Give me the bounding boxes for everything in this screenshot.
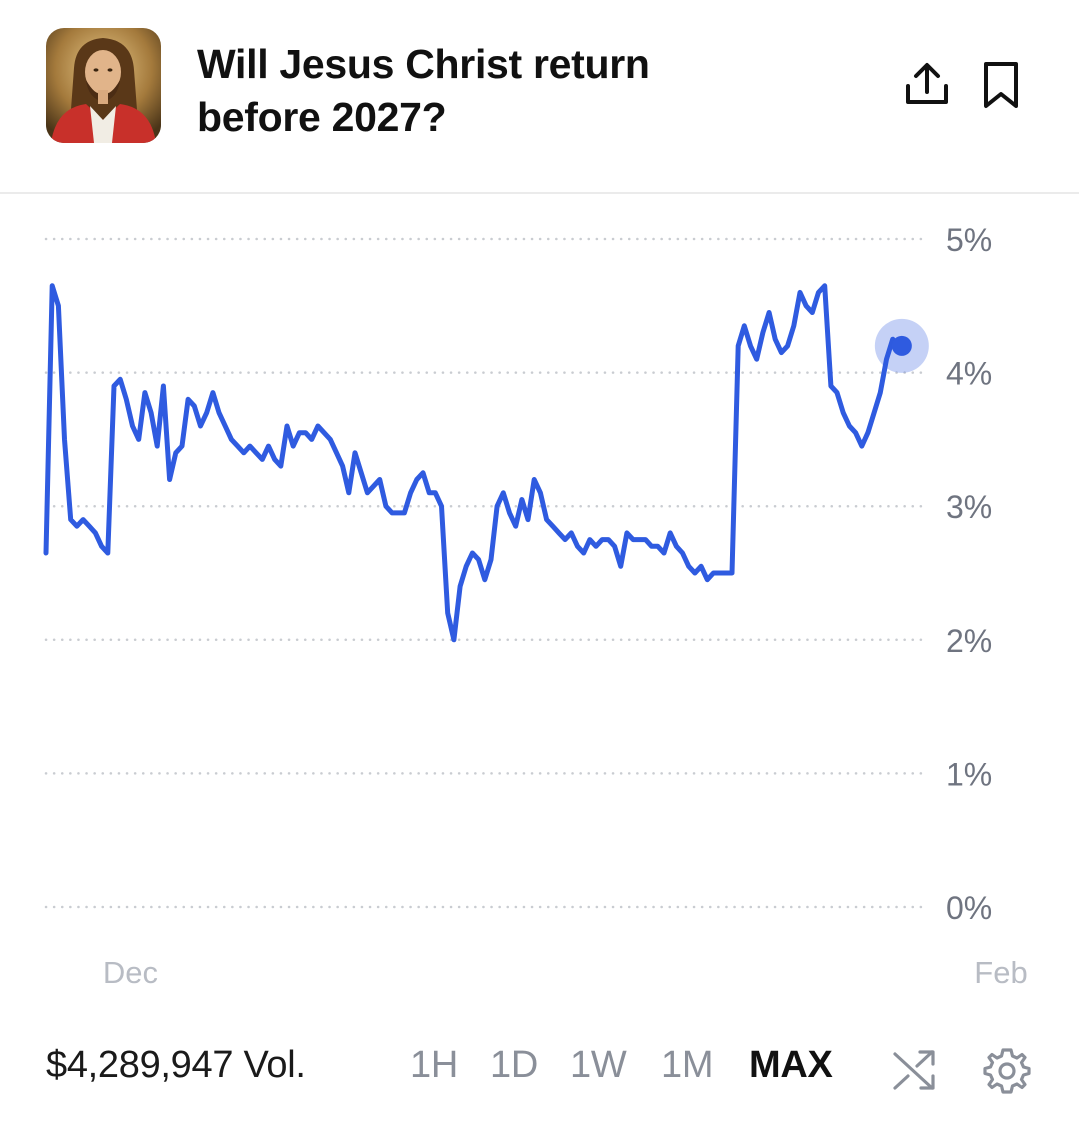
y-tick-label: 1% xyxy=(946,756,992,792)
bookmark-icon xyxy=(984,62,1018,108)
range-1h-button[interactable]: 1H xyxy=(410,1044,458,1086)
current-value-marker xyxy=(891,335,912,356)
share-button[interactable] xyxy=(903,60,951,112)
chart-footer: $4,289,947 Vol. 1H 1D 1W 1M MAX xyxy=(0,1030,1079,1110)
y-tick-label: 2% xyxy=(946,623,992,659)
jesus-portrait-icon xyxy=(46,28,161,143)
range-1w-button[interactable]: 1W xyxy=(570,1044,627,1086)
y-tick-label: 0% xyxy=(946,890,992,926)
range-1m-button[interactable]: 1M xyxy=(661,1044,714,1086)
shuffle-button[interactable] xyxy=(890,1046,940,1094)
gear-icon xyxy=(983,1048,1031,1094)
y-tick-label: 3% xyxy=(946,489,992,525)
y-tick-label: 5% xyxy=(946,222,992,258)
range-max-button[interactable]: MAX xyxy=(749,1044,833,1086)
market-header: Will Jesus Christ return before 2027? xyxy=(0,0,1079,192)
settings-button[interactable] xyxy=(982,1046,1032,1096)
share-upload-icon xyxy=(906,63,948,104)
x-tick-label: Feb xyxy=(974,955,1027,990)
header-divider xyxy=(0,192,1079,194)
range-1d-button[interactable]: 1D xyxy=(490,1044,538,1086)
x-tick-label: Dec xyxy=(103,955,158,990)
probability-chart: 0% 1% 2% 3% 4% 5% Dec Feb xyxy=(43,222,1028,990)
series-line xyxy=(43,283,902,643)
shuffle-icon xyxy=(893,1050,935,1090)
bookmark-button[interactable] xyxy=(978,60,1026,112)
volume-label: $4,289,947 Vol. xyxy=(46,1044,306,1086)
y-tick-label: 4% xyxy=(946,356,992,392)
market-title: Will Jesus Christ return before 2027? xyxy=(197,41,650,140)
